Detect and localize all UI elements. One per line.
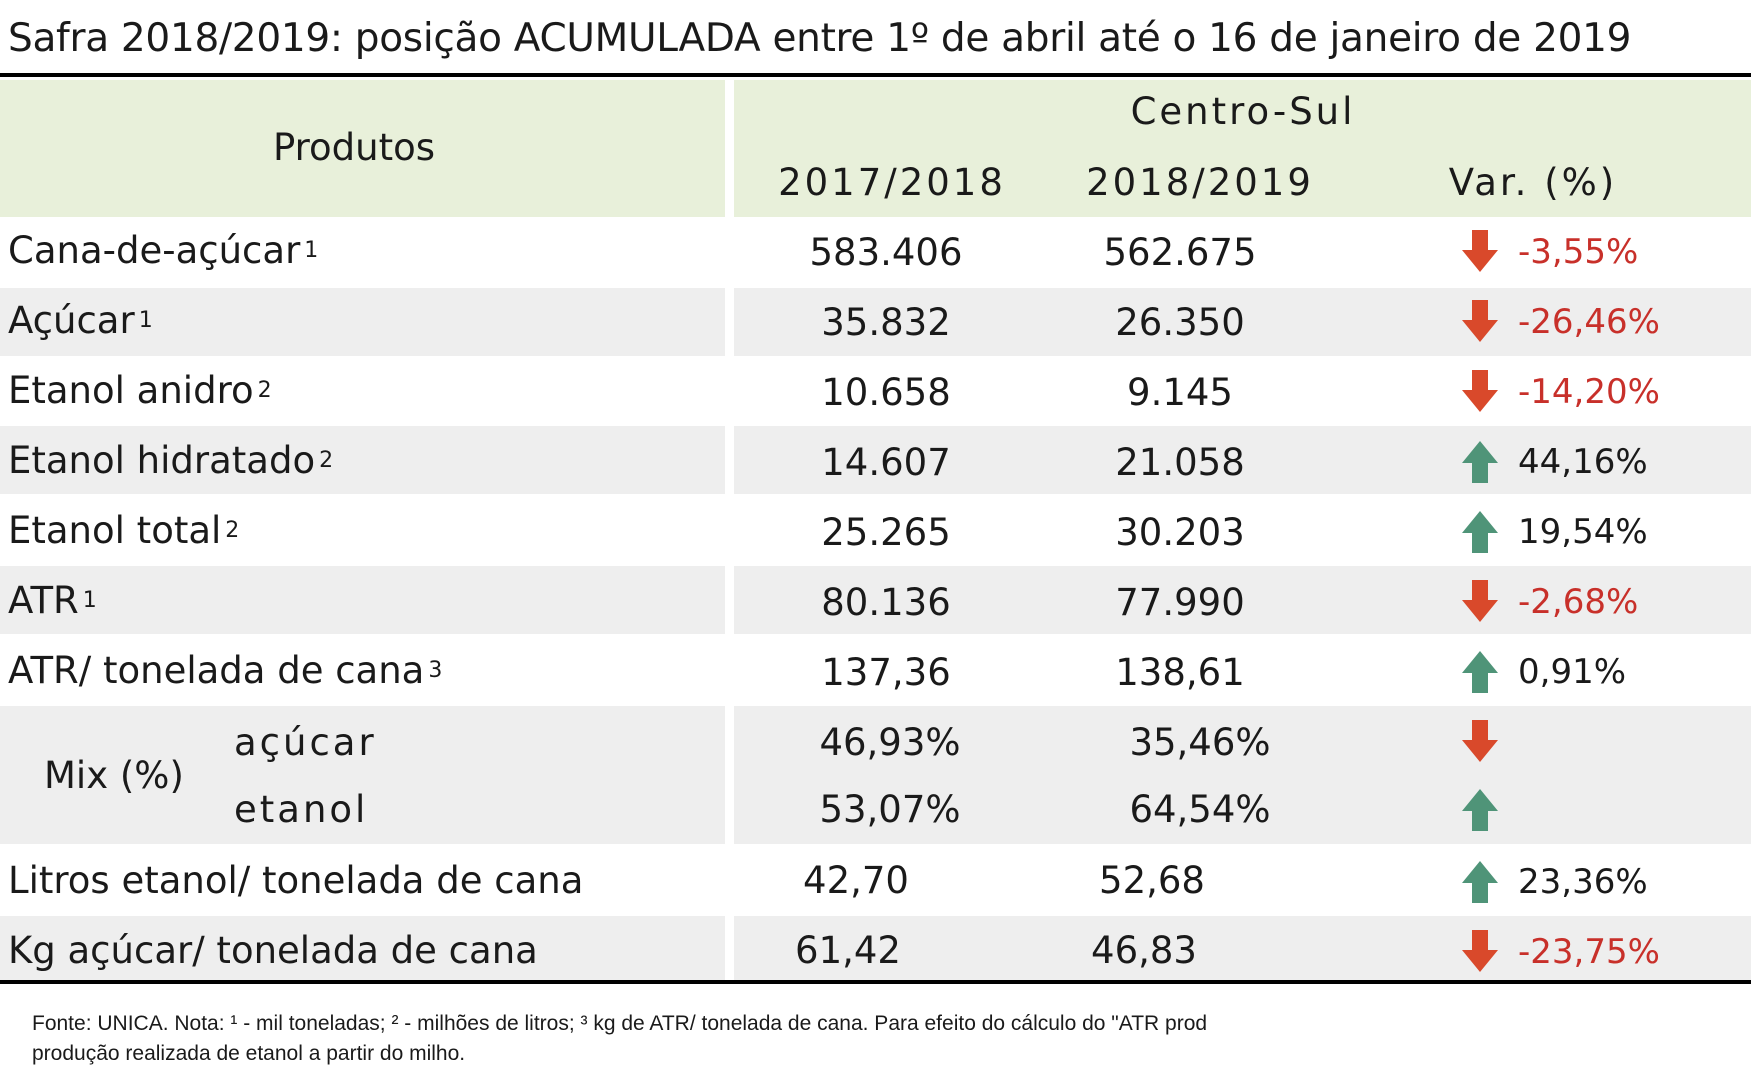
- value-2018-2019: 9.145: [1127, 371, 1233, 414]
- value-2018-2019: 52,68: [1099, 859, 1205, 902]
- top-rule: [0, 73, 1751, 77]
- header-background-products: [0, 80, 725, 217]
- variation-value: -2,68%: [1518, 582, 1639, 622]
- row-band: [0, 426, 725, 494]
- mix-label: Mix (%): [44, 754, 184, 797]
- arrow-up-icon: [1462, 651, 1498, 693]
- bottom-rule: [0, 980, 1751, 984]
- value-2017-2018: 80.136: [821, 581, 951, 624]
- mix-etanol-label: etanol: [234, 788, 369, 831]
- variation-value: -26,46%: [1518, 302, 1660, 342]
- value-2018-2019: 21.058: [1115, 441, 1245, 484]
- variation-value: -14,20%: [1518, 372, 1660, 412]
- header-col-var: Var. (%): [1448, 161, 1618, 204]
- arrow-down-icon: [1462, 720, 1498, 762]
- row-label: ATR 1: [8, 579, 97, 622]
- variation-value: 44,16%: [1518, 442, 1648, 482]
- arrow-down-icon: [1462, 580, 1498, 622]
- row-label: Etanol total 2: [8, 509, 240, 552]
- arrow-up-icon: [1462, 441, 1498, 483]
- footnote: Fonte: UNICA. Nota: ¹ - mil toneladas; ²…: [32, 1009, 1207, 1069]
- row-band: [734, 566, 1751, 634]
- arrow-down-icon: [1462, 300, 1498, 342]
- value-2017-2018: 14.607: [821, 441, 951, 484]
- arrow-up-icon: [1462, 861, 1498, 903]
- value-2018-2019: 77.990: [1115, 581, 1245, 624]
- value-2018-2019: 30.203: [1115, 511, 1245, 554]
- variation-value: -3,55%: [1518, 232, 1639, 272]
- row-band: [0, 566, 725, 634]
- arrow-down-icon: [1462, 930, 1498, 972]
- row-band: [734, 916, 1751, 984]
- variation-value: -23,75%: [1518, 932, 1660, 972]
- mix-acucar-label: açúcar: [234, 721, 377, 764]
- header-background-values: [734, 80, 1751, 217]
- value-2018-2019: 138,61: [1115, 651, 1245, 694]
- value-2017-2018: 10.658: [821, 371, 951, 414]
- value-2018-2019: 46,83: [1091, 929, 1197, 972]
- row-label: ATR/ tonelada de cana 3: [8, 649, 443, 692]
- value-2018-2019: 26.350: [1115, 301, 1245, 344]
- arrow-up-icon: [1462, 789, 1498, 831]
- value-2017-2018: 25.265: [821, 511, 951, 554]
- row-band: [0, 706, 725, 844]
- variation-value: 23,36%: [1518, 862, 1648, 902]
- row-band: [734, 706, 1751, 844]
- mix-etanol-2018-2019: 64,54%: [1129, 788, 1271, 831]
- header-produtos: Produtos: [272, 126, 436, 169]
- row-label: Kg açúcar/ tonelada de cana: [8, 929, 538, 972]
- header-region: Centro-Sul: [1130, 90, 1356, 133]
- value-2018-2019: 562.675: [1103, 231, 1257, 274]
- value-2017-2018: 61,42: [795, 929, 901, 972]
- variation-value: 0,91%: [1518, 652, 1627, 692]
- value-2017-2018: 137,36: [821, 651, 951, 694]
- row-band: [734, 426, 1751, 494]
- arrow-up-icon: [1462, 511, 1498, 553]
- arrow-down-icon: [1462, 370, 1498, 412]
- row-label: Litros etanol/ tonelada de cana: [8, 859, 584, 902]
- footnote-line-1: Fonte: UNICA. Nota: ¹ - mil toneladas; ²…: [32, 1012, 1208, 1035]
- value-2017-2018: 42,70: [803, 859, 909, 902]
- header-col-2018-2019: 2018/2019: [1086, 161, 1314, 204]
- variation-value: 19,54%: [1518, 512, 1648, 552]
- mix-acucar-2018-2019: 35,46%: [1129, 721, 1271, 764]
- value-2017-2018: 35.832: [821, 301, 951, 344]
- value-2017-2018: 583.406: [809, 231, 963, 274]
- row-band: [734, 288, 1751, 356]
- row-band: [0, 288, 725, 356]
- mix-etanol-2017-2018: 53,07%: [819, 788, 961, 831]
- row-label: Etanol anidro 2: [8, 369, 272, 412]
- header-col-2017-2018: 2017/2018: [778, 161, 1006, 204]
- row-label: Etanol hidratado 2: [8, 439, 334, 482]
- arrow-down-icon: [1462, 230, 1498, 272]
- row-band: [0, 916, 725, 984]
- row-label: Cana-de-açúcar 1: [8, 229, 319, 272]
- mix-acucar-2017-2018: 46,93%: [819, 721, 961, 764]
- row-label: Açúcar 1: [8, 299, 153, 342]
- footnote-line-2: produção realizada de etanol a partir do…: [32, 1042, 466, 1065]
- page-title: Safra 2018/2019: posição ACUMULADA entre…: [8, 16, 1632, 61]
